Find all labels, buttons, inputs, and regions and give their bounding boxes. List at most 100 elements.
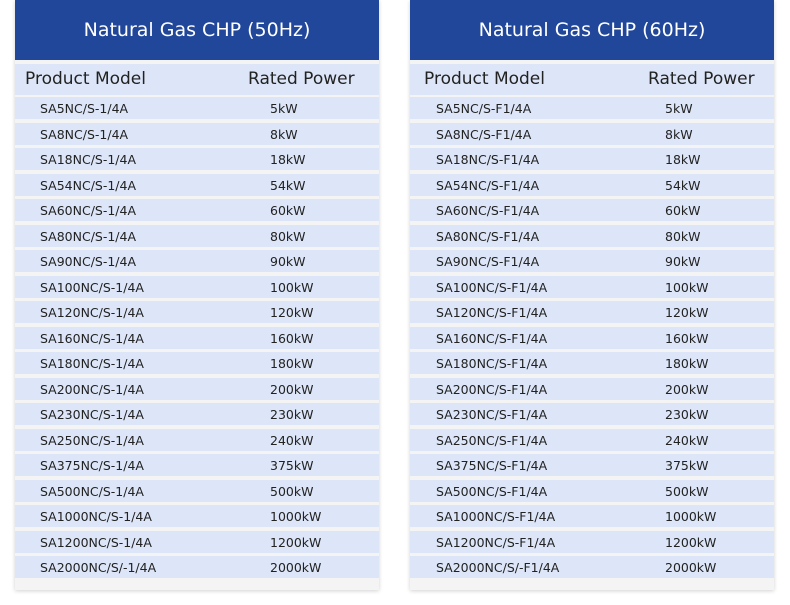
model-cell: SA54NC/S-1/4A	[40, 177, 137, 193]
power-cell: 200kW	[270, 381, 314, 397]
power-cell: 2000kW	[665, 560, 717, 575]
power-cell: 80kW	[270, 228, 306, 244]
table-row: SA100NC/S-F1/4A 100kW	[410, 275, 774, 298]
model-cell: SA1200NC/S-1/4A	[40, 534, 152, 550]
table-row: SA18NC/S-F1/4A 18kW	[410, 148, 774, 170]
power-cell: 80kW	[665, 228, 701, 244]
column-header-row: Product Model Rated Power	[410, 64, 774, 95]
table-title: Natural Gas CHP (60Hz)	[410, 0, 774, 60]
power-cell: 240kW	[270, 432, 314, 448]
power-cell: 1000kW	[665, 509, 717, 524]
power-cell: 18kW	[665, 152, 701, 167]
model-cell: SA250NC/S-F1/4A	[436, 432, 548, 448]
model-cell: SA1000NC/S-1/4A	[40, 509, 152, 524]
table-row: SA120NC/S-F1/4A 120kW	[410, 301, 774, 323]
model-cell: SA54NC/S-F1/4A	[436, 177, 540, 193]
model-cell: SA90NC/S-1/4A	[40, 254, 137, 269]
model-cell: SA18NC/S-F1/4A	[436, 152, 540, 167]
table-row: SA1000NC/S-1/4A 1000kW	[15, 505, 379, 527]
table-row: SA180NC/S-1/4A 180kW	[15, 352, 379, 374]
column-header-model: Product Model	[25, 69, 146, 89]
model-cell: SA120NC/S-F1/4A	[436, 305, 548, 320]
power-cell: 180kW	[665, 356, 709, 371]
power-cell: 90kW	[665, 254, 701, 269]
model-cell: SA230NC/S-F1/4A	[436, 407, 548, 422]
table-title: Natural Gas CHP (50Hz)	[15, 0, 379, 60]
column-header-model: Product Model	[424, 69, 545, 89]
table-row: SA500NC/S-1/4A 500kW	[15, 479, 379, 502]
model-cell: SA250NC/S-1/4A	[40, 432, 144, 448]
power-cell: 54kW	[270, 177, 306, 193]
model-cell: SA160NC/S-1/4A	[40, 330, 144, 346]
power-cell: 90kW	[270, 254, 306, 269]
table-row: SA80NC/S-1/4A 80kW	[15, 224, 379, 247]
table-row: SA200NC/S-1/4A 200kW	[15, 377, 379, 400]
model-cell: SA90NC/S-F1/4A	[436, 254, 540, 269]
model-cell: SA8NC/S-1/4A	[40, 126, 129, 142]
power-cell: 180kW	[270, 356, 314, 371]
power-cell: 160kW	[665, 330, 709, 346]
table-row: SA8NC/S-1/4A 8kW	[15, 122, 379, 145]
column-header-power: Rated Power	[248, 69, 355, 89]
table-row: SA120NC/S-1/4A 120kW	[15, 301, 379, 323]
column-header-power: Rated Power	[648, 69, 755, 89]
model-cell: SA60NC/S-1/4A	[40, 203, 137, 218]
power-cell: 375kW	[665, 458, 709, 473]
power-cell: 1200kW	[665, 534, 717, 550]
power-cell: 500kW	[665, 483, 709, 499]
power-cell: 230kW	[270, 407, 314, 422]
model-cell: SA2000NC/S/-1/4A	[40, 560, 157, 575]
table-row: SA230NC/S-1/4A 230kW	[15, 403, 379, 425]
table-row: SA1000NC/S-F1/4A 1000kW	[410, 505, 774, 527]
table-row: SA250NC/S-1/4A 240kW	[15, 428, 379, 451]
table-row: SA54NC/S-F1/4A 54kW	[410, 173, 774, 196]
power-cell: 8kW	[270, 126, 298, 142]
table-row: SA5NC/S-F1/4A 5kW	[410, 97, 774, 119]
model-cell: SA180NC/S-1/4A	[40, 356, 144, 371]
model-cell: SA100NC/S-F1/4A	[436, 279, 548, 295]
power-cell: 60kW	[270, 203, 306, 218]
model-cell: SA500NC/S-1/4A	[40, 483, 144, 499]
table-60hz: Natural Gas CHP (60Hz) Product Model Rat…	[410, 0, 774, 590]
model-cell: SA100NC/S-1/4A	[40, 279, 144, 295]
model-cell: SA80NC/S-F1/4A	[436, 228, 540, 244]
model-cell: SA200NC/S-F1/4A	[436, 381, 548, 397]
model-cell: SA160NC/S-F1/4A	[436, 330, 548, 346]
model-cell: SA80NC/S-1/4A	[40, 228, 137, 244]
model-cell: SA18NC/S-1/4A	[40, 152, 137, 167]
table-row: SA8NC/S-F1/4A 8kW	[410, 122, 774, 145]
table-row: SA180NC/S-F1/4A 180kW	[410, 352, 774, 374]
power-cell: 5kW	[270, 101, 298, 116]
power-cell: 100kW	[270, 279, 314, 295]
table-row: SA2000NC/S/-1/4A 2000kW	[15, 556, 379, 578]
model-cell: SA230NC/S-1/4A	[40, 407, 144, 422]
table-row: SA90NC/S-F1/4A 90kW	[410, 250, 774, 272]
model-cell: SA375NC/S-1/4A	[40, 458, 144, 473]
table-row: SA375NC/S-F1/4A 375kW	[410, 454, 774, 476]
power-cell: 120kW	[665, 305, 709, 320]
power-cell: 18kW	[270, 152, 306, 167]
table-row: SA54NC/S-1/4A 54kW	[15, 173, 379, 196]
table-row: SA160NC/S-1/4A 160kW	[15, 326, 379, 349]
power-cell: 500kW	[270, 483, 314, 499]
table-row: SA2000NC/S/-F1/4A 2000kW	[410, 556, 774, 578]
power-cell: 1000kW	[270, 509, 322, 524]
table-row: SA80NC/S-F1/4A 80kW	[410, 224, 774, 247]
table-row: SA1200NC/S-1/4A 1200kW	[15, 530, 379, 553]
model-cell: SA60NC/S-F1/4A	[436, 203, 540, 218]
model-cell: SA5NC/S-1/4A	[40, 101, 129, 116]
model-cell: SA5NC/S-F1/4A	[436, 101, 532, 116]
model-cell: SA8NC/S-F1/4A	[436, 126, 532, 142]
power-cell: 200kW	[665, 381, 709, 397]
power-cell: 160kW	[270, 330, 314, 346]
model-cell: SA200NC/S-1/4A	[40, 381, 144, 397]
model-cell: SA1200NC/S-F1/4A	[436, 534, 556, 550]
model-cell: SA500NC/S-F1/4A	[436, 483, 548, 499]
power-cell: 1200kW	[270, 534, 322, 550]
power-cell: 8kW	[665, 126, 693, 142]
power-cell: 2000kW	[270, 560, 322, 575]
table-row: SA500NC/S-F1/4A 500kW	[410, 479, 774, 502]
table-row: SA375NC/S-1/4A 375kW	[15, 454, 379, 476]
table-row: SA18NC/S-1/4A 18kW	[15, 148, 379, 170]
table-row: SA60NC/S-F1/4A 60kW	[410, 199, 774, 221]
